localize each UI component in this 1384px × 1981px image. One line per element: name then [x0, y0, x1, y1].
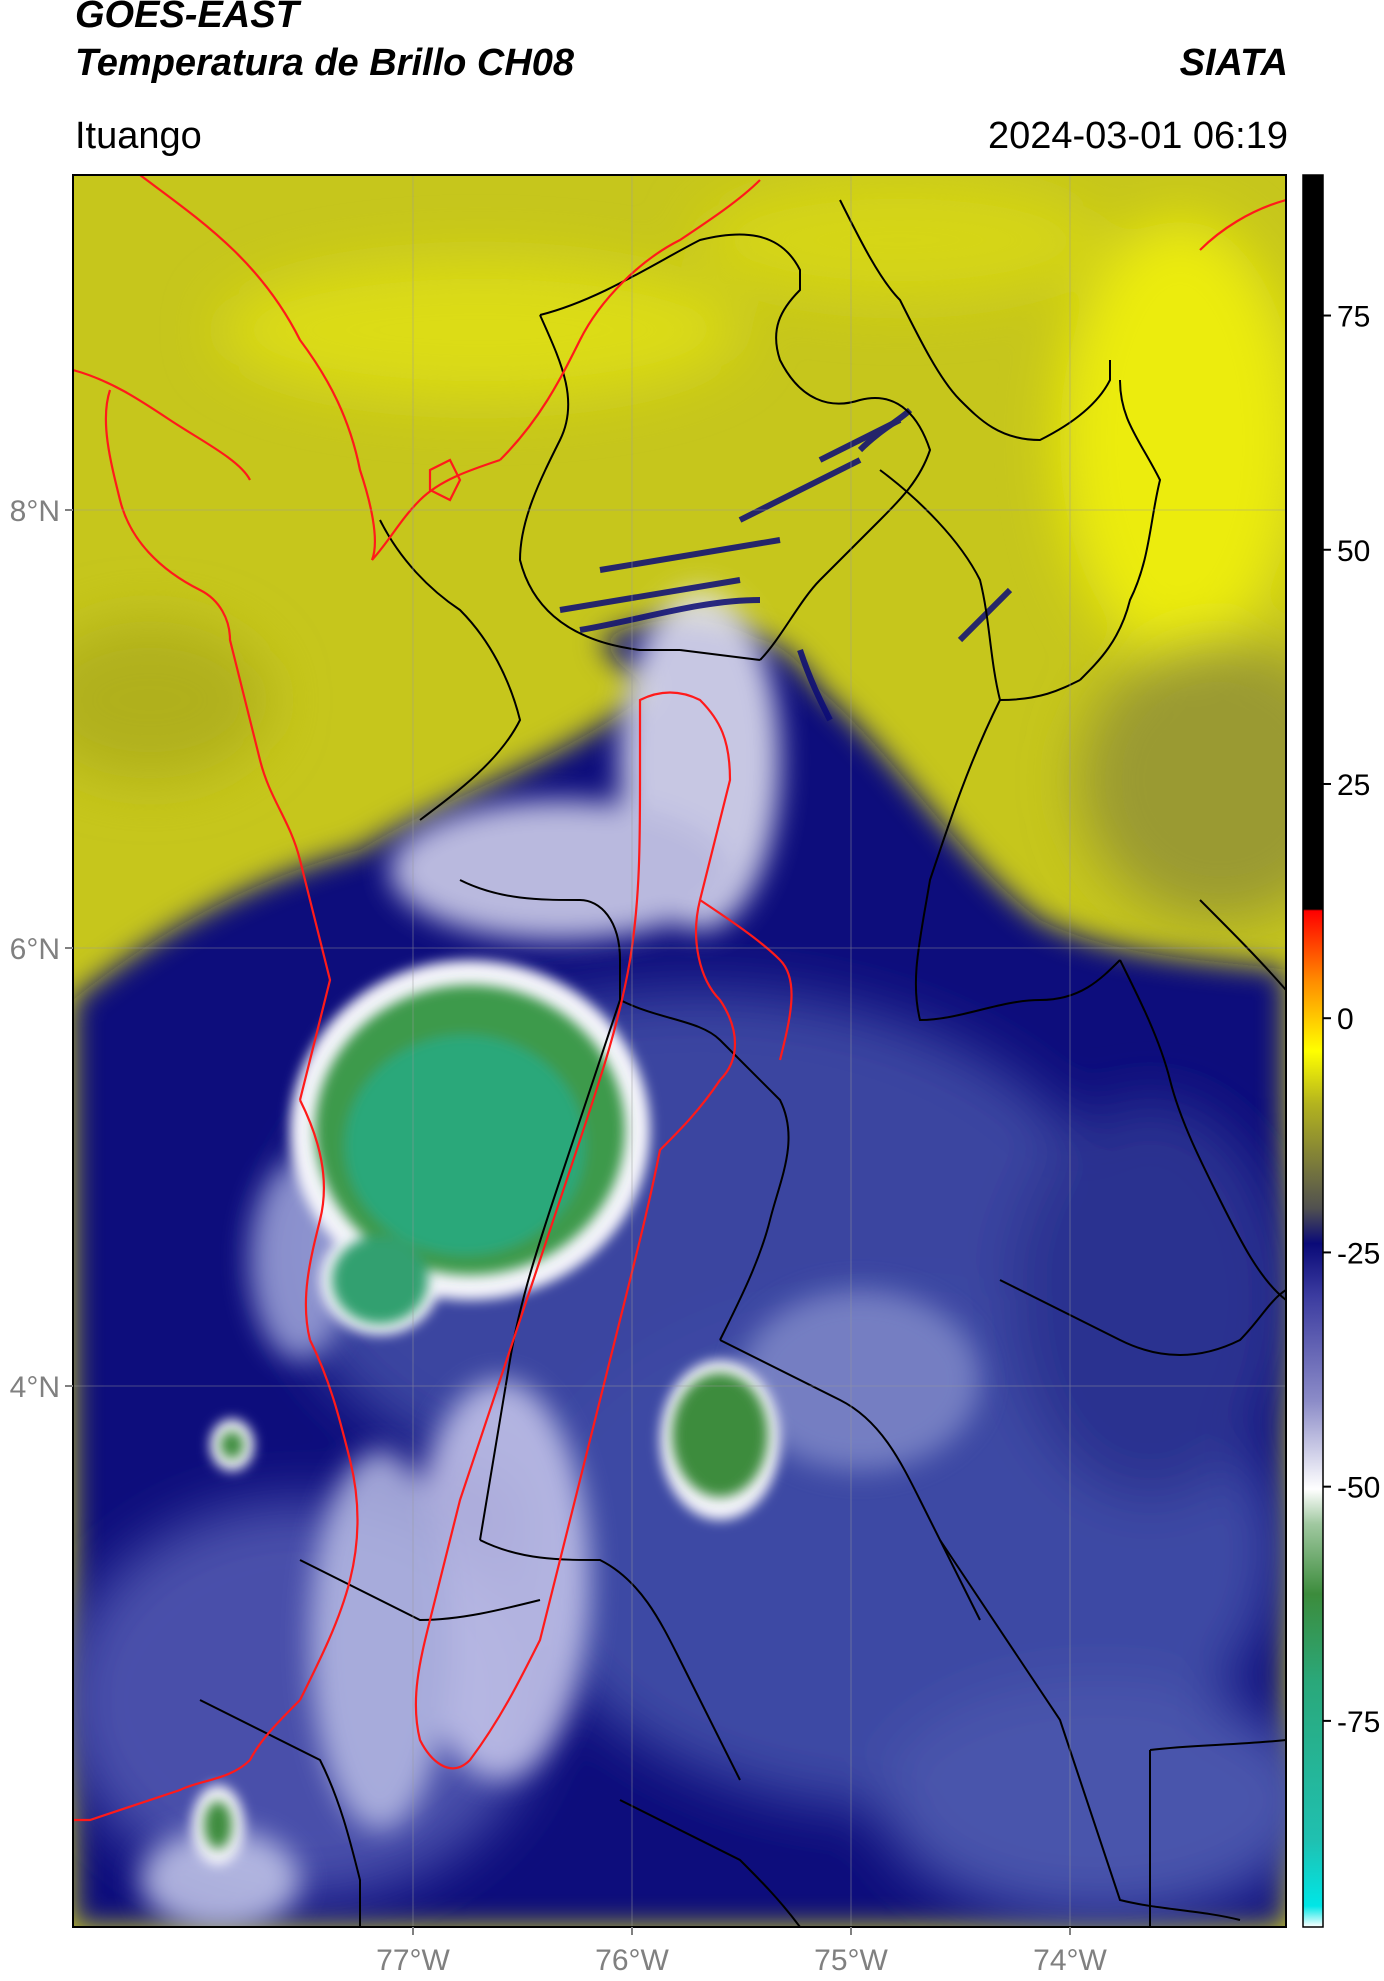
coast-and-region-outline [73, 175, 1286, 1822]
lat-tick-6n: 6°N [10, 933, 60, 966]
colorbar-tick-label: 50 [1337, 535, 1370, 568]
map-field [73, 175, 1286, 1927]
datetime-label: 2024-03-01 06:19 [987, 115, 1288, 157]
lon-tick-74w: 74°W [1033, 1944, 1107, 1977]
location-label: Ituango [75, 115, 202, 157]
brand-label: SIATA [1179, 42, 1288, 84]
cloud-streaks [559, 407, 1013, 722]
colorbar-tick-label: 25 [1337, 769, 1370, 802]
colorbar-tick-label: -50 [1337, 1472, 1380, 1505]
lat-tick-8n: 8°N [10, 495, 60, 528]
product-title: Temperatura de Brillo CH08 [75, 42, 575, 84]
lon-tick-75w: 75°W [814, 1944, 888, 1977]
colorbar-tick-label: -75 [1337, 1706, 1380, 1739]
colorbar-tick-label: 75 [1337, 301, 1370, 334]
map-frame [72, 174, 1287, 1928]
colorbar-tick-label: 0 [1337, 1003, 1354, 1036]
lon-tick-77w: 77°W [376, 1944, 450, 1977]
department-borders [199, 199, 1286, 1927]
satellite-title: GOES-EAST [75, 0, 299, 36]
colorbar [1302, 174, 1324, 1928]
colorbar-ticks: 75 50 25 0 -25 -50 -75 [1323, 301, 1380, 1739]
graticule [73, 175, 1286, 1927]
colorbar-tick-label: -25 [1337, 1237, 1380, 1270]
lon-tick-76w: 76°W [595, 1944, 669, 1977]
lat-tick-4n: 4°N [10, 1371, 60, 1404]
